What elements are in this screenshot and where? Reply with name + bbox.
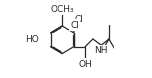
- Text: Cl: Cl: [74, 15, 83, 24]
- Text: Cl: Cl: [70, 21, 79, 30]
- Text: HO: HO: [25, 35, 38, 44]
- Text: OCH₃: OCH₃: [50, 5, 74, 14]
- Text: OH: OH: [78, 60, 92, 69]
- Text: NH: NH: [95, 46, 108, 55]
